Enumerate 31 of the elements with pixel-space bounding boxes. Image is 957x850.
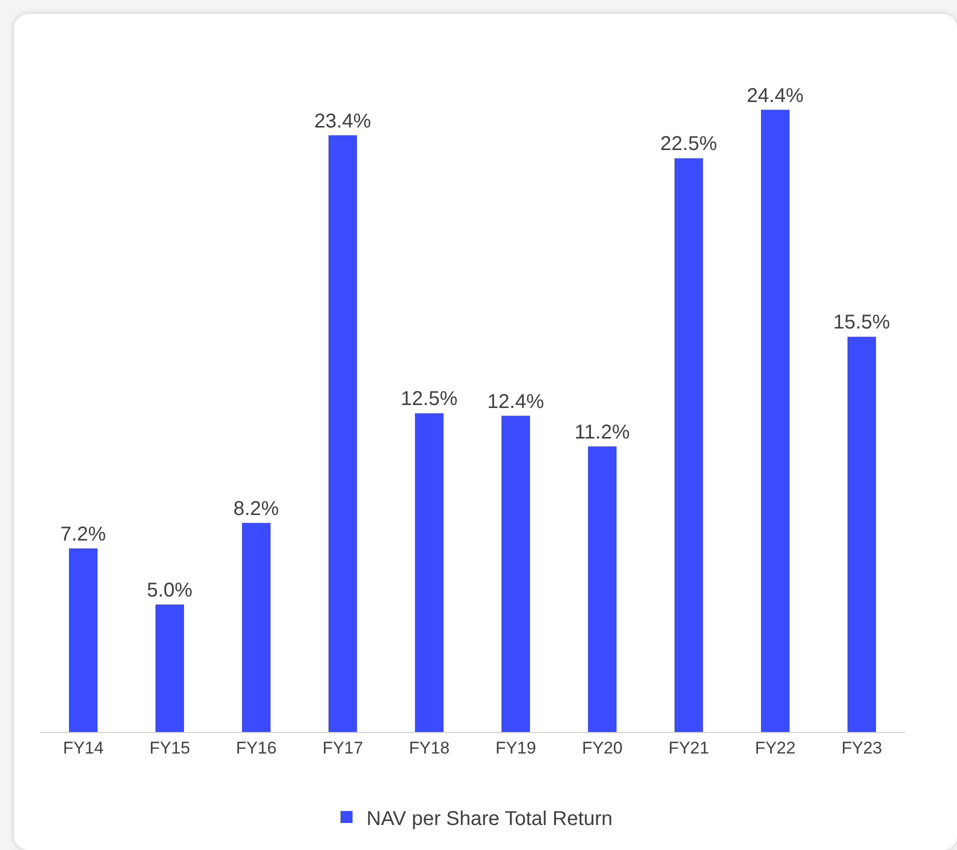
x-tick-label: FY21 — [668, 738, 710, 758]
data-label: 11.2% — [574, 421, 630, 444]
x-tick-label: FY23 — [841, 738, 882, 758]
bar — [674, 158, 704, 732]
x-tick-label: FY15 — [149, 738, 190, 758]
x-tick-label: FY18 — [408, 738, 450, 758]
x-tick-label: FY19 — [495, 738, 536, 758]
bar — [68, 548, 98, 732]
data-label: 5.0% — [146, 579, 193, 602]
x-tick-label: FY14 — [62, 738, 104, 758]
legend-label: NAV per Share Total Return — [366, 808, 613, 830]
data-label: 24.4% — [746, 84, 804, 107]
data-label: 23.4% — [314, 110, 372, 132]
bar — [588, 446, 617, 732]
x-tick-label: FY17 — [322, 738, 364, 758]
data-label: 12.5% — [400, 388, 458, 410]
data-label: 15.5% — [833, 312, 890, 334]
bar — [242, 522, 271, 732]
data-label: 7.2% — [60, 523, 106, 546]
x-tick-label: FY22 — [754, 738, 796, 758]
bar — [847, 336, 876, 732]
x-tick-label: FY16 — [236, 738, 277, 758]
x-tick-label: FY20 — [582, 738, 623, 758]
data-label: 22.5% — [660, 133, 718, 156]
data-label: 8.2% — [233, 498, 280, 520]
bar — [501, 416, 530, 732]
bar — [414, 413, 444, 732]
bar — [328, 135, 358, 732]
data-label: 12.4% — [487, 390, 544, 413]
bar — [760, 110, 790, 732]
bar — [155, 604, 184, 732]
